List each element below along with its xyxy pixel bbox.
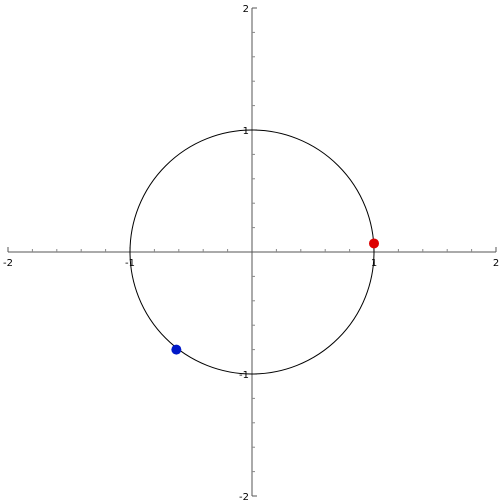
x-tick-label: -2 xyxy=(3,258,13,269)
y-tick-label: 1 xyxy=(243,126,249,137)
point xyxy=(171,344,182,355)
x-tick-label: 1 xyxy=(371,258,377,269)
y-tick-label: -1 xyxy=(239,370,249,381)
x-tick-label: 2 xyxy=(493,258,499,269)
circle-curve xyxy=(129,129,375,375)
y-tick-label: -2 xyxy=(239,492,249,503)
point xyxy=(369,238,379,249)
y-tick-label: 2 xyxy=(243,4,249,15)
x-tick-label: -1 xyxy=(125,258,135,269)
